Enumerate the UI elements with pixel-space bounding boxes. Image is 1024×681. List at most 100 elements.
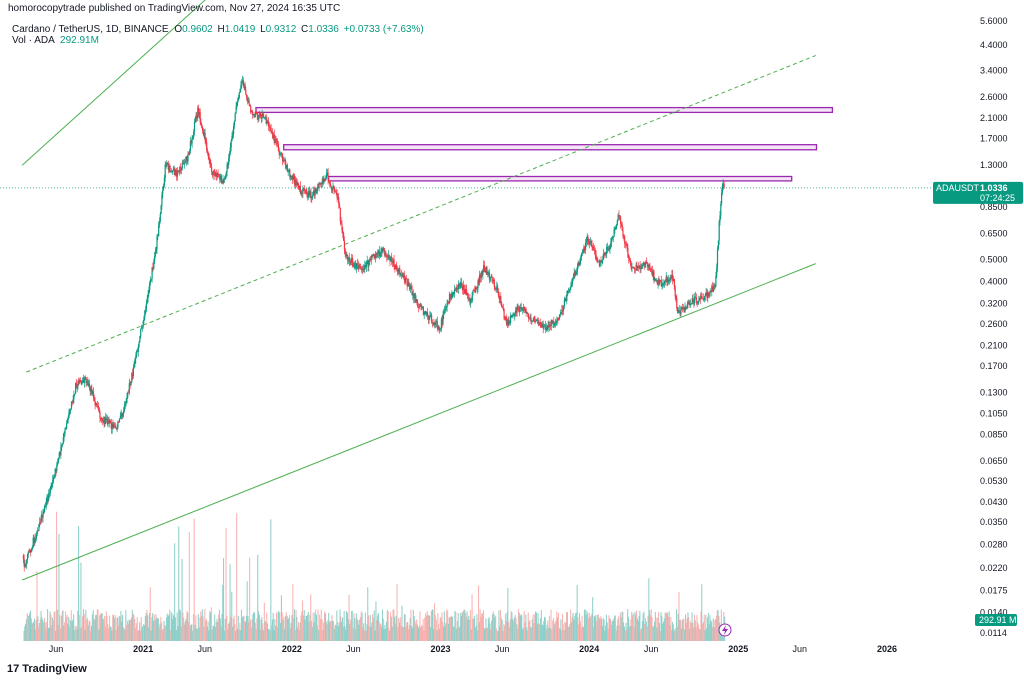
tradingview-brand[interactable]: 17 TradingView — [7, 663, 87, 675]
candle — [488, 270, 490, 277]
volume-bar — [470, 629, 472, 641]
candle-body — [516, 307, 518, 313]
volume-bar — [58, 533, 60, 641]
candle-body — [562, 309, 564, 311]
candle-body — [682, 307, 684, 310]
candle-body — [524, 309, 526, 311]
candle — [65, 426, 67, 430]
candle — [639, 261, 641, 274]
candle-body — [96, 403, 98, 406]
candle — [671, 270, 673, 280]
candle-body — [628, 257, 630, 259]
volume-bar — [442, 622, 444, 641]
volume-bar — [438, 629, 440, 641]
volume-bar — [92, 609, 94, 641]
candle — [180, 167, 183, 175]
candle-body — [113, 425, 115, 427]
volume-bar — [376, 620, 378, 641]
candle-body — [491, 276, 493, 278]
volume-bar — [663, 621, 665, 641]
candle-body — [482, 270, 484, 276]
volume-bar — [530, 627, 532, 641]
volume-bar — [212, 626, 214, 641]
candle — [245, 86, 247, 96]
candle-body — [657, 279, 659, 285]
candle — [641, 263, 643, 269]
channel-line — [21, 0, 206, 166]
candle-body — [239, 89, 241, 93]
volume-bar — [636, 618, 638, 641]
volume-bar — [208, 630, 210, 641]
candle — [428, 315, 430, 324]
candle-body — [281, 152, 283, 154]
candle-body — [354, 263, 356, 265]
volume-bar — [706, 628, 708, 641]
candle — [268, 117, 270, 131]
candle-body — [37, 530, 39, 532]
candle — [514, 306, 517, 318]
candle — [516, 304, 518, 317]
volume-bar — [358, 624, 360, 641]
candle-body — [459, 285, 461, 287]
candle — [123, 401, 125, 413]
candle — [446, 299, 448, 312]
candle — [38, 524, 40, 532]
candle-body — [710, 290, 712, 292]
candle-body — [286, 164, 288, 169]
volume-bar — [526, 627, 528, 641]
volume-bar — [577, 617, 579, 641]
candle-body — [310, 191, 312, 198]
volume-bar — [364, 630, 366, 641]
volume-bar — [249, 619, 251, 641]
candle-body — [145, 303, 147, 310]
candle-body — [365, 265, 367, 267]
candle — [272, 127, 274, 140]
candle-body — [265, 117, 267, 124]
volume-bar — [154, 620, 156, 641]
candle-body — [488, 272, 490, 274]
volume-bar — [490, 629, 492, 641]
candle — [212, 170, 214, 180]
volume-bar — [555, 620, 557, 641]
candle — [157, 233, 159, 241]
candle-body — [637, 266, 640, 268]
candle-body — [692, 298, 694, 302]
candle — [719, 210, 721, 226]
volume-bar — [366, 624, 368, 641]
candle — [205, 136, 207, 147]
volume-bar — [152, 620, 154, 641]
candle-body — [419, 304, 421, 307]
candle — [692, 293, 694, 305]
volume-bar — [111, 630, 113, 641]
candle — [377, 249, 379, 258]
candle — [616, 219, 618, 226]
candle — [299, 185, 301, 192]
volume-bar — [350, 611, 352, 641]
candle — [648, 263, 650, 271]
candle — [314, 187, 316, 200]
candle — [181, 159, 183, 171]
candle — [130, 381, 132, 387]
candle-body — [596, 258, 598, 261]
candle-body — [494, 287, 496, 289]
candle-body — [461, 286, 464, 291]
candle-body — [688, 302, 690, 305]
candle-body — [61, 444, 63, 447]
candle-body — [604, 253, 606, 255]
volume-bar — [369, 614, 371, 641]
volume-bar — [281, 612, 283, 641]
candle-body — [599, 260, 601, 266]
candle — [131, 372, 133, 383]
candle — [360, 263, 362, 270]
candle-body — [199, 112, 201, 122]
volume-bar — [666, 612, 668, 641]
candle-body — [363, 268, 365, 270]
candle-body — [486, 267, 488, 275]
volume-bar — [368, 626, 370, 641]
volume-bar — [588, 612, 590, 641]
candle — [357, 260, 359, 272]
volume-bar — [710, 620, 712, 641]
volume-bar — [174, 617, 176, 641]
candle-body — [369, 259, 371, 261]
